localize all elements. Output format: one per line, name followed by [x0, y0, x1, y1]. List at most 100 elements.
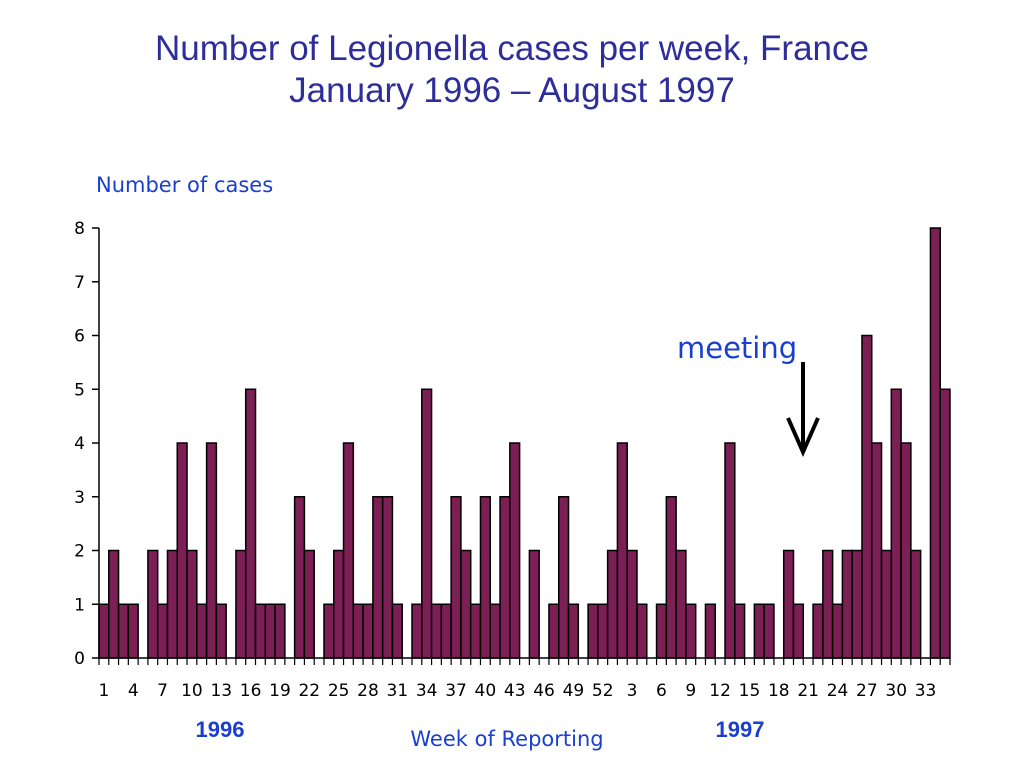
y-tick-label: 5 — [74, 380, 85, 400]
bar — [469, 603, 482, 659]
x-tick-label: 3 — [627, 681, 638, 701]
y-tick-label: 3 — [74, 488, 85, 508]
bar — [333, 549, 345, 659]
bar — [411, 603, 423, 659]
x-tick-label: 25 — [328, 681, 350, 701]
bar — [98, 603, 110, 659]
bar — [156, 603, 169, 659]
bar — [254, 603, 267, 659]
bar — [626, 549, 638, 659]
bar — [372, 496, 384, 659]
bar — [939, 388, 951, 659]
bar — [753, 603, 765, 659]
x-tick-label: 33 — [915, 681, 937, 701]
bar — [665, 496, 677, 659]
bar — [841, 549, 853, 659]
bar — [440, 603, 452, 659]
bar — [362, 603, 374, 659]
bar — [910, 549, 922, 659]
bar — [293, 496, 306, 659]
x-tick-label: 22 — [298, 681, 320, 701]
bar — [782, 549, 795, 659]
y-tick-label: 2 — [74, 542, 85, 562]
bar — [597, 603, 609, 659]
x-tick-label: 34 — [416, 681, 438, 701]
year-label-1997: 1997 — [716, 717, 765, 742]
bar — [548, 603, 560, 659]
bar — [117, 603, 130, 659]
x-tick-label: 30 — [885, 681, 907, 701]
y-tick-label: 0 — [74, 649, 85, 669]
bar — [274, 603, 286, 659]
bar — [244, 388, 257, 659]
x-tick-label: 40 — [475, 681, 497, 701]
x-tick-label: 12 — [709, 681, 731, 701]
x-tick-label: 28 — [357, 681, 379, 701]
bar — [381, 496, 394, 659]
x-tick-label: 27 — [856, 681, 878, 701]
bar — [205, 442, 218, 659]
bar — [489, 603, 501, 659]
bar — [880, 549, 893, 659]
bar — [147, 549, 159, 659]
bar — [675, 549, 687, 659]
bar — [763, 603, 775, 659]
bar — [636, 603, 648, 659]
bar — [528, 549, 540, 659]
x-tick-label: 19 — [269, 681, 291, 701]
bar — [166, 549, 179, 659]
bar — [430, 603, 443, 659]
y-tick-label: 8 — [74, 219, 85, 239]
bar — [176, 442, 188, 659]
bar — [851, 549, 863, 659]
bar — [734, 603, 746, 659]
bar — [557, 496, 570, 659]
x-tick-label: 21 — [797, 681, 819, 701]
bar — [450, 496, 462, 659]
x-tick-label: 31 — [387, 681, 409, 701]
bar — [352, 603, 364, 659]
annotation-meeting-label: meeting — [677, 331, 797, 365]
chart-subtitle: January 1996 – August 1997 — [289, 71, 735, 110]
bar — [108, 549, 120, 659]
bar — [822, 549, 834, 659]
x-tick-label: 52 — [592, 681, 614, 701]
annotation-arrow-icon — [786, 362, 820, 457]
y-ticks-group: 0 1 2 3 4 5 6 7 8 — [74, 219, 99, 669]
bar — [186, 549, 198, 659]
bars-group — [98, 227, 951, 659]
bar — [871, 442, 883, 659]
y-axis-label: Number of cases — [96, 173, 273, 197]
chart-title: Number of Legionella cases per week, Fra… — [155, 29, 869, 68]
x-tick-label: 9 — [685, 681, 696, 701]
x-tick-label: 49 — [563, 681, 585, 701]
x-tick-label: 4 — [128, 681, 139, 701]
x-tick-label: 13 — [210, 681, 232, 701]
bar — [655, 603, 668, 659]
y-tick-label: 6 — [74, 327, 85, 347]
x-tick-label: 6 — [656, 681, 667, 701]
y-tick-label: 4 — [74, 434, 85, 454]
bar — [235, 549, 247, 659]
bar — [342, 442, 355, 659]
x-tick-label: 7 — [157, 681, 168, 701]
bar — [704, 603, 716, 659]
bar — [616, 442, 628, 659]
bar — [900, 442, 912, 659]
bar — [567, 603, 580, 659]
bar — [303, 549, 315, 659]
x-ticks-group: 1 4 7 10 13 16 19 22 25 28 31 34 37 40 43 46 49 52 3 6 9 12 15… — [98, 658, 951, 701]
y-tick-label: 1 — [74, 595, 85, 615]
x-tick-label: 1 — [98, 681, 109, 701]
bar — [812, 603, 824, 659]
bar — [323, 603, 335, 659]
bar — [127, 603, 139, 659]
bar — [685, 603, 697, 659]
bar — [890, 388, 902, 659]
bar — [587, 603, 599, 659]
bar — [929, 227, 941, 659]
bar — [215, 603, 227, 659]
bar — [724, 442, 736, 659]
bar — [196, 603, 208, 659]
